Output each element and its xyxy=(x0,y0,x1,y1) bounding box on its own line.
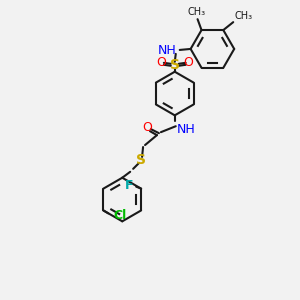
Text: CH₃: CH₃ xyxy=(188,7,206,17)
Text: NH: NH xyxy=(158,44,177,57)
Text: NH: NH xyxy=(177,123,196,136)
Text: O: O xyxy=(142,121,152,134)
Text: O: O xyxy=(156,56,166,69)
Text: Cl: Cl xyxy=(113,209,127,222)
Text: O: O xyxy=(184,56,194,69)
Text: F: F xyxy=(125,179,133,192)
Text: S: S xyxy=(136,153,146,167)
Text: CH₃: CH₃ xyxy=(234,11,252,21)
Text: S: S xyxy=(170,58,180,72)
